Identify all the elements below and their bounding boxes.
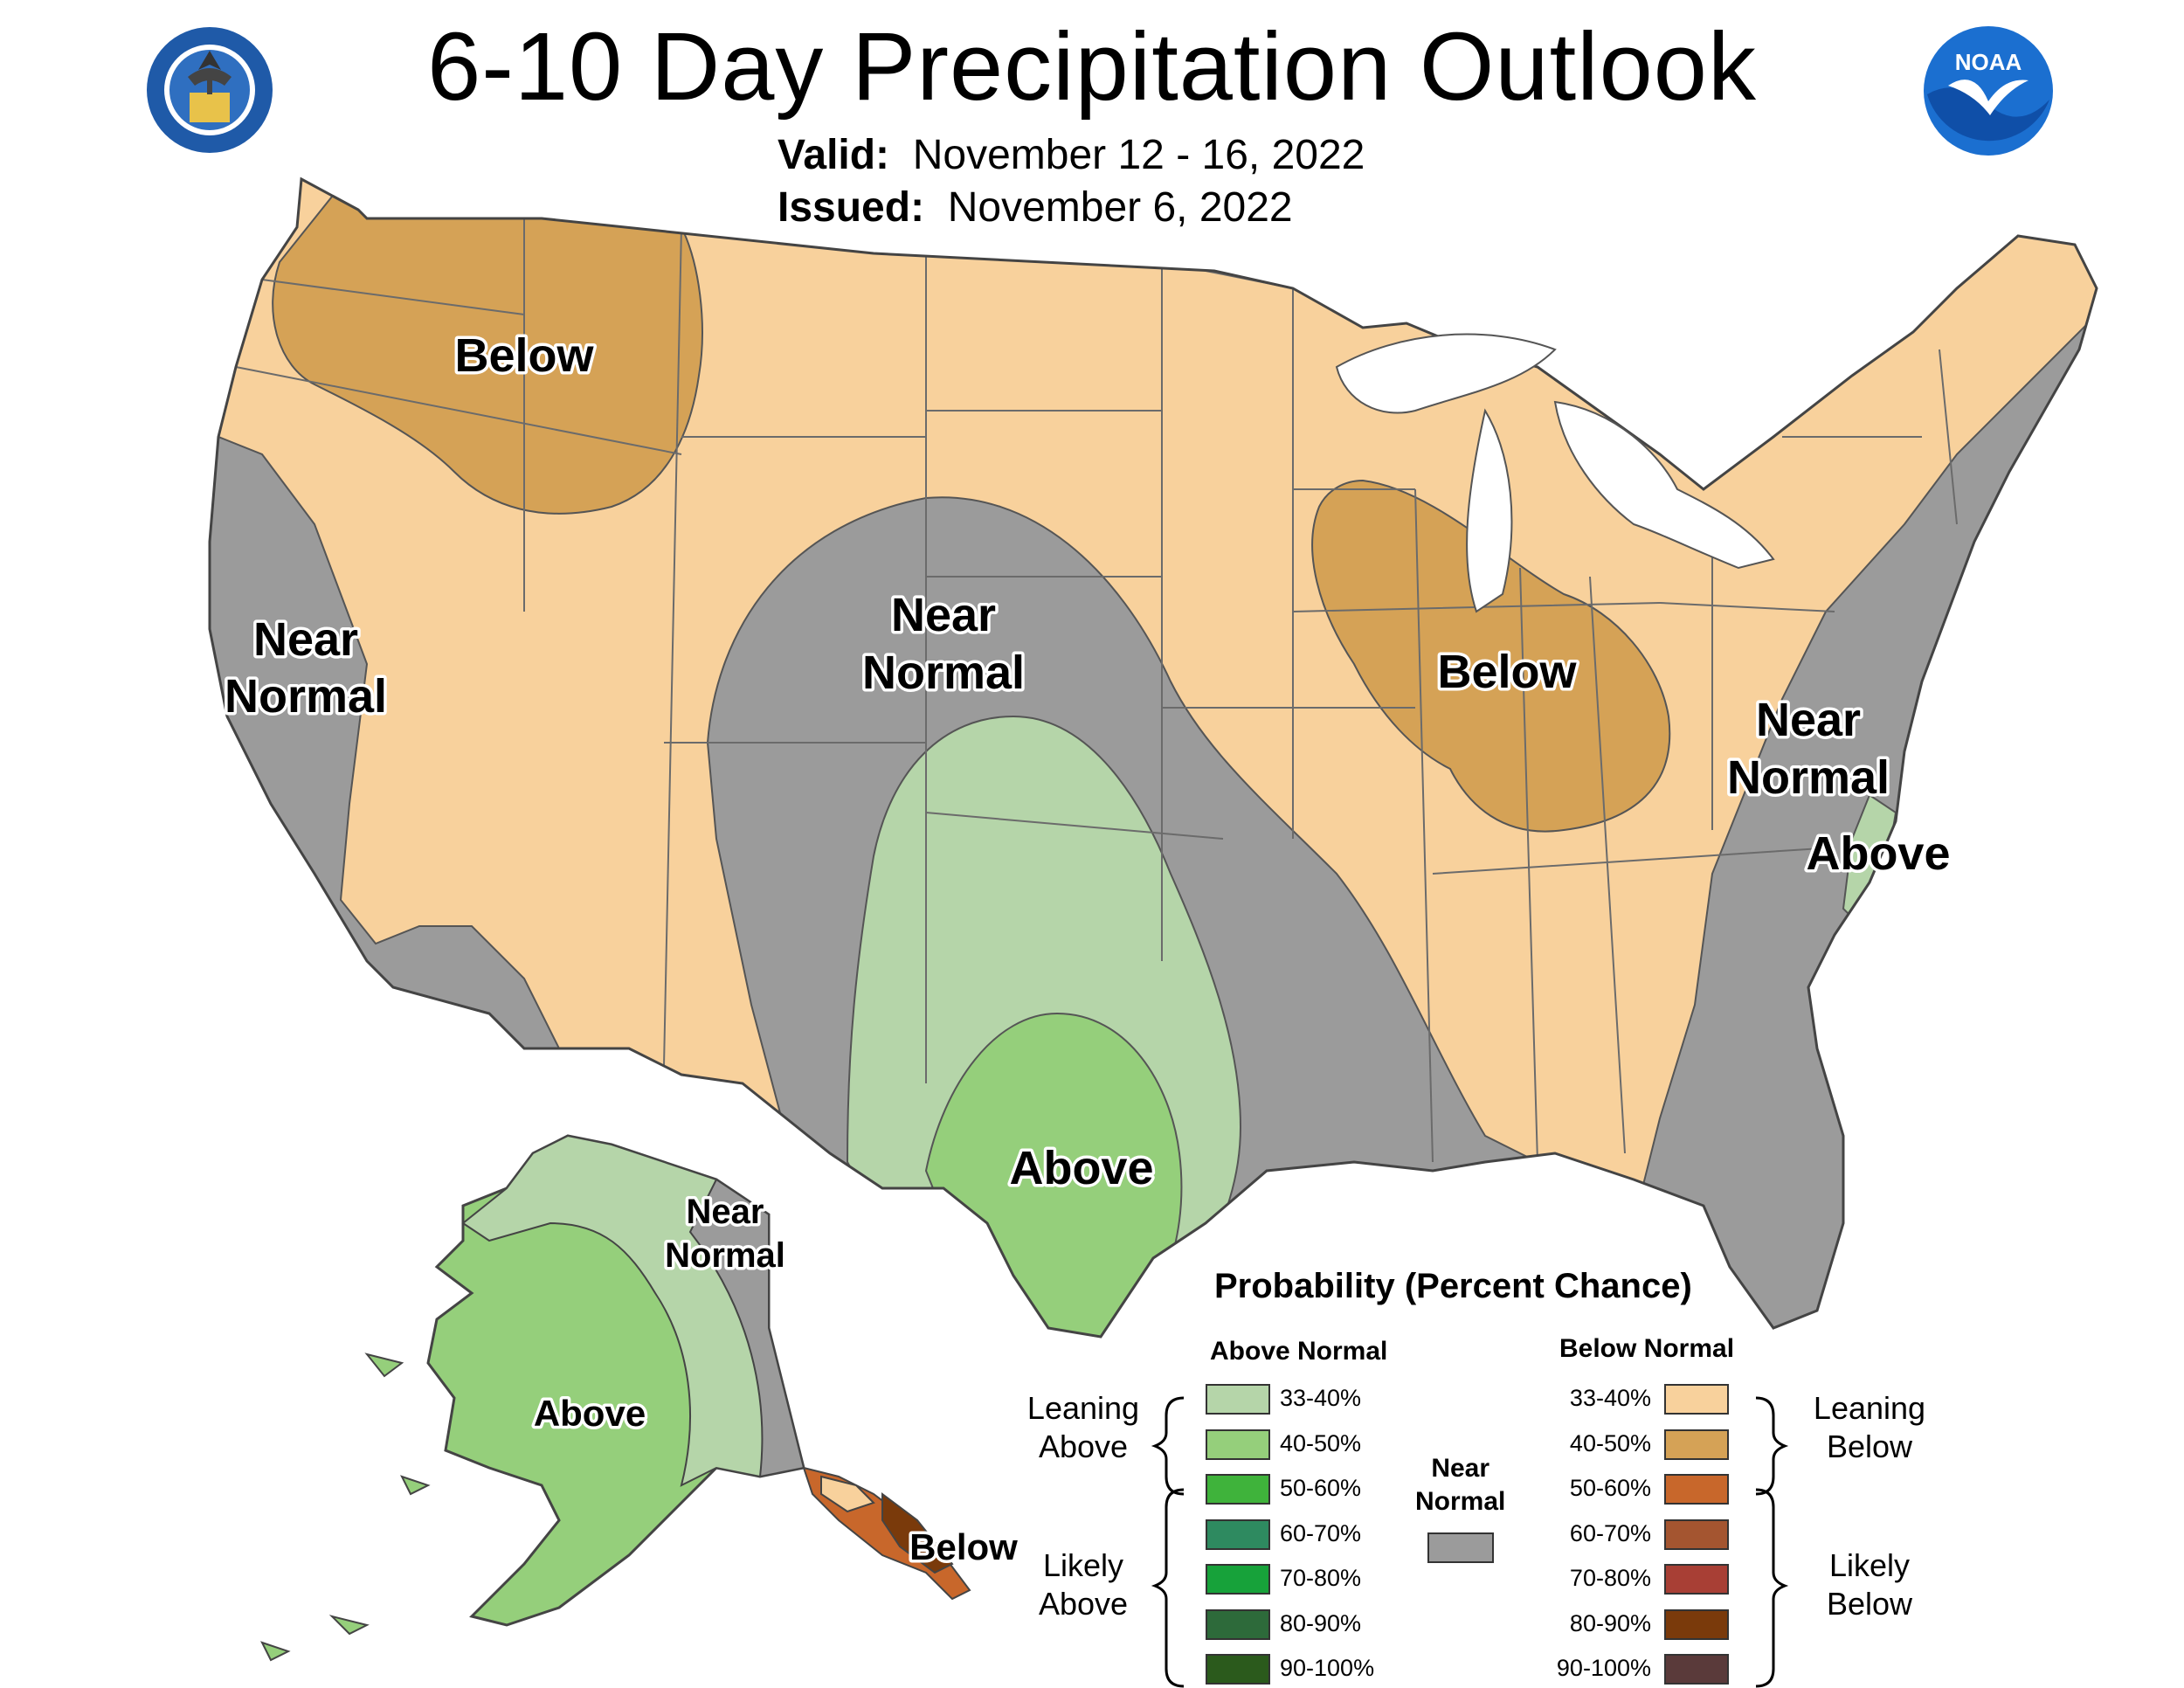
- issued-label: Issued:: [778, 184, 925, 231]
- legend-above-swatch: [1206, 1429, 1270, 1460]
- legend-below-row: 33-40%: [0, 1380, 2184, 1415]
- legend-near-normal-line2: Normal: [1415, 1487, 1506, 1516]
- legend-below-header: Below Normal: [1559, 1334, 1735, 1363]
- legend-above-header: Above Normal: [1210, 1337, 1388, 1366]
- legend-below-row: 90-100%: [0, 1650, 2184, 1685]
- legend-below-label: 40-50%: [1569, 1429, 1651, 1456]
- conus-outline: [208, 176, 2098, 1339]
- lakes-huron-erie: [1553, 400, 1775, 570]
- commerce-seal-icon: [147, 27, 273, 153]
- legend-below-row: 60-70%: [0, 1516, 2184, 1551]
- legend-below-label: 60-70%: [1569, 1519, 1651, 1546]
- legend-above-label: 50-60%: [1280, 1475, 1362, 1501]
- legend-title: Probability (Percent Chance): [1214, 1267, 1692, 1305]
- legend-above-swatch: [1206, 1564, 1270, 1595]
- label-ca-normal: Normal: [225, 670, 387, 723]
- legend-below-row: 70-80%: [0, 1560, 2184, 1595]
- label-ak-above: Above: [534, 1393, 646, 1434]
- state-boundaries: [235, 218, 1958, 1163]
- label-ak-near: Near: [687, 1193, 764, 1231]
- label-midwest-below: Below: [1437, 646, 1577, 698]
- legend-below-swatch: [1664, 1429, 1729, 1460]
- legend-leaning-below: Leaning Below: [1791, 1389, 1948, 1466]
- legend-above-swatch: [1206, 1654, 1270, 1685]
- legend-above-row: 50-60%: [0, 1470, 2184, 1505]
- noaa-logo-icon: NOAA: [1924, 26, 2053, 156]
- legend-below-swatch: [1664, 1564, 1729, 1595]
- legend-likely-above-line2: Above: [1038, 1586, 1129, 1622]
- legend-below-label: 70-80%: [1569, 1565, 1651, 1591]
- valid-label: Valid:: [778, 132, 890, 178]
- legend-above-row: 33-40%: [0, 1380, 2184, 1415]
- label-plains-normal: Normal: [862, 647, 1025, 699]
- legend-near-normal: Near Normal: [1415, 1452, 1505, 1563]
- legend-above-row: 80-90%: [0, 1606, 2184, 1641]
- legend-above-label: 60-70%: [1280, 1519, 1362, 1546]
- label-east-normal: Normal: [1727, 751, 1890, 804]
- legend-above-swatch: [1206, 1608, 1270, 1640]
- valid-value: November 12 - 16, 2022: [912, 132, 1365, 178]
- legend-below-swatch: [1664, 1654, 1729, 1685]
- alaska-islands: [260, 1352, 431, 1662]
- legend-likely-below-line1: Likely: [1828, 1547, 1911, 1583]
- legend-above-swatch: [1206, 1384, 1270, 1415]
- region-midwest-below: [1311, 479, 1671, 833]
- legend-below-swatch: [1664, 1474, 1729, 1505]
- issued-value: November 6, 2022: [947, 184, 1293, 231]
- label-ak-normal: Normal: [665, 1236, 785, 1275]
- issued-line: Issued: November 6, 2022: [778, 183, 1293, 232]
- legend-leaning-above: Leaning Above: [1005, 1389, 1162, 1466]
- label-east-near: Near: [1756, 694, 1861, 746]
- alaska-panhandle-leaning-below: [820, 1475, 875, 1513]
- legend-below-swatch: [1664, 1608, 1729, 1640]
- legend-below-swatch: [1664, 1519, 1729, 1550]
- legend-below-label: 33-40%: [1569, 1385, 1651, 1411]
- legend-above-row: 60-70%: [0, 1516, 2184, 1551]
- legend-above-row: 90-100%: [0, 1650, 2184, 1685]
- legend-leaning-below-line1: Leaning: [1813, 1390, 1926, 1426]
- legend-likely-below: Likely Below: [1791, 1546, 1948, 1623]
- legend-below-label: 50-60%: [1569, 1475, 1651, 1501]
- lake-superior: [1335, 333, 1557, 414]
- legend-near-normal-swatch: [1427, 1532, 1494, 1563]
- label-nw-below: Below: [454, 329, 594, 382]
- legend-likely-below-line2: Below: [1826, 1586, 1913, 1622]
- legend-leaning-above-line2: Above: [1038, 1429, 1129, 1464]
- label-nc-above: Above: [1806, 827, 1950, 880]
- region-nw-below: [272, 179, 703, 515]
- label-ak-below: Below: [909, 1526, 1018, 1567]
- noaa-logo-text: NOAA: [1955, 49, 2022, 75]
- legend-above-row: 70-80%: [0, 1560, 2184, 1595]
- legend-braces: [1151, 1396, 1789, 1688]
- legend-above-label: 70-80%: [1280, 1565, 1362, 1591]
- lake-michigan: [1466, 408, 1513, 613]
- alaska: [260, 1134, 971, 1662]
- legend-above-swatch: [1206, 1474, 1270, 1505]
- legend-below-row: 40-50%: [0, 1426, 2184, 1461]
- alaska-panhandle-likely-below: [881, 1492, 954, 1574]
- legend-leaning-below-line2: Below: [1826, 1429, 1913, 1464]
- legend-above-label: 80-90%: [1280, 1609, 1362, 1636]
- legend-above-swatch: [1206, 1519, 1270, 1550]
- alaska-near-normal: [688, 1178, 805, 1478]
- legend-likely-above-line1: Likely: [1042, 1547, 1124, 1583]
- legend-below-swatch: [1664, 1384, 1729, 1415]
- label-plains-near: Near: [891, 589, 996, 641]
- label-ca-near: Near: [253, 613, 358, 666]
- legend-leaning-above-line1: Leaning: [1026, 1390, 1140, 1426]
- legend-below-row: 80-90%: [0, 1606, 2184, 1641]
- legend-near-normal-line1: Near: [1431, 1454, 1490, 1483]
- legend-below-label: 80-90%: [1569, 1609, 1651, 1636]
- legend-above-row: 40-50%: [0, 1426, 2184, 1461]
- valid-line: Valid: November 12 - 16, 2022: [778, 131, 1365, 180]
- legend-above-label: 40-50%: [1280, 1429, 1362, 1456]
- label-tx-above: Above: [1009, 1142, 1153, 1194]
- map-title: 6-10 Day Precipitation Outlook: [427, 13, 1757, 121]
- legend-above-label: 90-100%: [1280, 1655, 1375, 1681]
- legend-likely-above: Likely Above: [1005, 1546, 1162, 1623]
- legend-below-row: 50-60%: [0, 1470, 2184, 1505]
- legend-below-label: 90-100%: [1556, 1655, 1651, 1681]
- legend-above-label: 33-40%: [1280, 1385, 1362, 1411]
